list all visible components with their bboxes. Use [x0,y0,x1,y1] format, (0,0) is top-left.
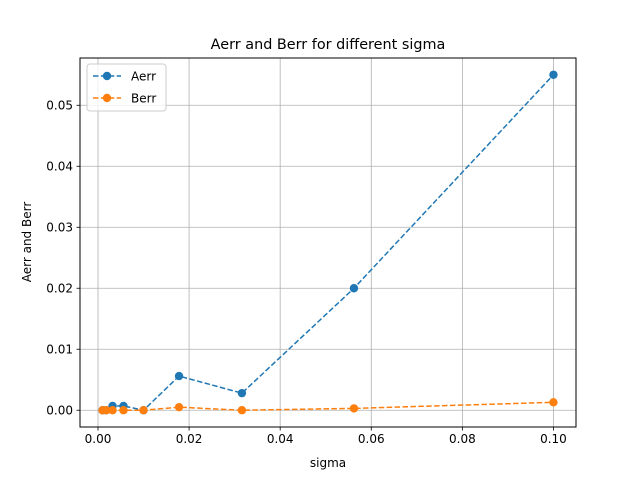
y-axis-label: Aerr and Berr [20,202,34,283]
data-point [349,404,359,413]
data-point [101,406,111,415]
plot-frame [79,57,577,428]
legend-item-berr: Berr [93,91,156,105]
y-tick-label: 0.00 [46,404,73,418]
chart-title: Aerr and Berr for different sigma [211,37,446,53]
series-berr [98,398,558,415]
data-point [108,406,117,415]
y-axis-ticks: 0.00 0.01 0.02 0.03 0.04 0.05 [46,99,80,418]
y-tick-label: 0.03 [46,221,73,235]
legend-marker [102,71,112,81]
grid [80,58,576,427]
data-point [174,371,184,381]
legend-label: Berr [131,91,156,105]
y-tick-label: 0.05 [46,99,73,113]
x-tick-label: 0.06 [358,432,385,446]
x-tick-label: 0.10 [540,432,567,446]
y-tick-label: 0.04 [46,160,73,174]
x-axis-label: sigma [310,456,346,470]
legend-item-aerr: Aerr [93,69,156,83]
data-point [119,406,128,415]
legend-marker [102,93,112,103]
data-point [349,284,359,293]
x-tick-label: 0.02 [176,432,203,446]
data-point [174,402,184,412]
data-point [549,398,558,407]
x-tick-label: 0.00 [85,432,112,446]
legend-label: Aerr [131,69,156,83]
data-point [139,406,148,415]
series-layer [98,70,558,415]
data-point [237,406,247,415]
data-point [549,70,558,79]
y-tick-label: 0.02 [46,282,73,296]
x-axis-ticks: 0.00 0.02 0.04 0.06 0.08 0.10 [85,427,567,446]
x-tick-label: 0.08 [449,432,476,446]
y-tick-label: 0.01 [46,343,73,357]
legend: Aerr Berr [86,63,167,112]
data-point [237,388,247,398]
x-tick-label: 0.04 [267,432,294,446]
